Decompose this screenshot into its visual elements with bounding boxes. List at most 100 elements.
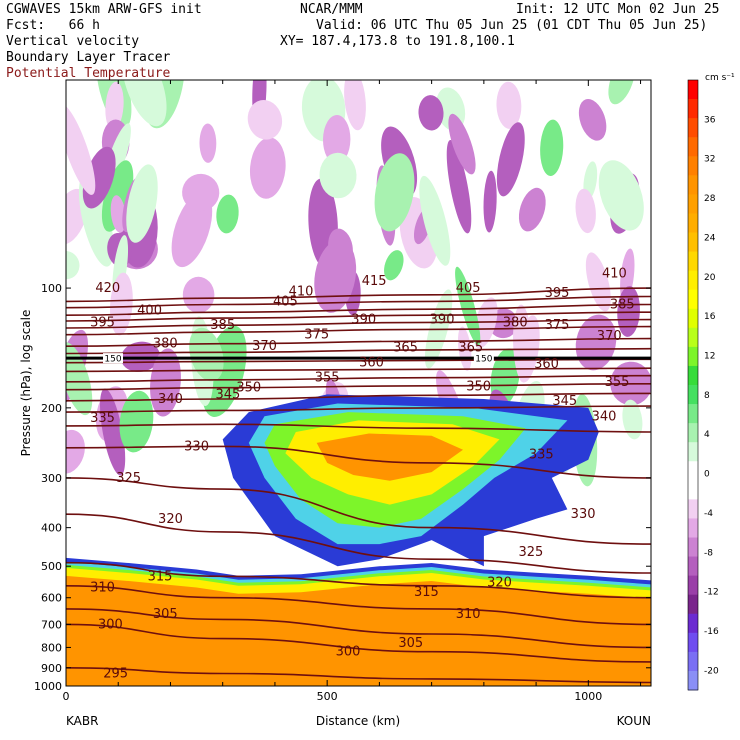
colorbar-tick-label: -16 xyxy=(704,627,719,637)
plot-frame xyxy=(65,79,652,687)
colorbar-tick-label: 4 xyxy=(704,430,710,440)
theta-contour-340 xyxy=(66,405,651,413)
theta-label: 390 xyxy=(351,313,376,328)
theta-contour-300 xyxy=(66,623,651,663)
init-time: Init: 12 UTC Mon 02 Jun 25 xyxy=(516,2,720,17)
colorbar-tick-label: -12 xyxy=(704,588,719,598)
theta-contour-385 xyxy=(66,325,651,336)
wave-blob xyxy=(575,314,617,371)
x-tick-label: 500 xyxy=(317,690,338,703)
colorbar-swatch xyxy=(688,327,698,348)
theta-label: 305 xyxy=(398,636,423,651)
colorbar-swatch xyxy=(688,137,698,157)
wave-blob xyxy=(446,139,472,234)
colorbar-swatch xyxy=(688,251,698,272)
theta-label: 340 xyxy=(158,392,183,407)
theta-label: 370 xyxy=(252,339,277,354)
theta-contour-360 xyxy=(66,367,651,373)
theta-label: 375 xyxy=(304,328,329,343)
colorbar-tick-label: 32 xyxy=(704,155,715,165)
theta-label: 300 xyxy=(98,617,123,632)
wave-blob xyxy=(126,164,158,243)
y-tick-label: 200 xyxy=(41,402,62,415)
theta-label: 335 xyxy=(90,411,115,426)
colorbar-swatch xyxy=(688,308,698,329)
theta-label: 380 xyxy=(153,337,178,352)
colorbar-unit: cm s⁻¹ xyxy=(705,73,735,83)
colorbar-swatch xyxy=(688,270,698,291)
theta-label: 300 xyxy=(336,645,361,660)
y-tick-label: 900 xyxy=(41,662,62,675)
theta-contour-390 xyxy=(66,318,651,329)
theta-label: 420 xyxy=(95,281,120,296)
theta-contour-325 xyxy=(66,477,651,545)
theta-label: 365 xyxy=(393,340,418,355)
y-tick-label: 800 xyxy=(41,641,62,654)
theta-label: 380 xyxy=(503,315,528,330)
wave-blob xyxy=(121,80,167,127)
colorbar-tick-label: 24 xyxy=(704,233,716,243)
outflow-region-orange xyxy=(316,433,463,481)
theta-label: 350 xyxy=(236,381,261,396)
theta-contour-330 xyxy=(66,445,651,479)
wave-blob xyxy=(455,266,481,346)
theta-label: 350 xyxy=(466,380,491,395)
theta-label: 345 xyxy=(216,387,241,402)
theta-label: 370 xyxy=(597,329,622,344)
colorbar-swatch xyxy=(688,423,698,443)
colorbar-swatch xyxy=(688,232,698,253)
colorbar-swatch xyxy=(688,213,698,233)
wave-blob xyxy=(384,250,404,281)
wave-blob xyxy=(540,119,564,176)
colorbar-swatch xyxy=(688,461,698,481)
y-tick-label: 1000 xyxy=(34,680,62,693)
wave-blob xyxy=(344,80,366,131)
colorbar-swatch xyxy=(688,194,698,214)
x-tick-label: 0 xyxy=(63,690,70,703)
wave-blob xyxy=(249,137,286,199)
theta-label: 395 xyxy=(545,286,570,301)
theta-label: 325 xyxy=(116,471,141,486)
y-axis-title: Pressure (hPa), log scale xyxy=(19,310,33,457)
theta-label: 395 xyxy=(90,315,115,330)
colorbar-tick-label: 12 xyxy=(704,352,715,362)
wave-blob xyxy=(66,342,93,416)
colorbar-swatch xyxy=(688,670,698,691)
colorbar-swatch xyxy=(688,365,698,386)
theta-contour-295 xyxy=(66,667,651,684)
wave-blob xyxy=(448,113,476,175)
wave-blob xyxy=(575,188,596,234)
field-vertical-velocity: Vertical velocity xyxy=(6,34,140,49)
colorbar-swatch xyxy=(688,613,698,634)
colorbar-swatch xyxy=(688,518,698,538)
x-axis-title: Distance (km) xyxy=(316,714,400,728)
theta-label: 315 xyxy=(148,569,173,584)
y-tick-label: 100 xyxy=(41,282,62,295)
colorbar-swatch xyxy=(688,651,698,672)
tropopause-label-right: 150 xyxy=(475,355,492,365)
wave-blob xyxy=(418,95,444,131)
left-endpoint-label: KABR xyxy=(66,714,98,728)
wave-blob xyxy=(119,390,154,453)
theta-label: 320 xyxy=(158,512,183,527)
theta-label: 385 xyxy=(210,318,235,333)
organization-label: NCAR/MMM xyxy=(300,2,363,17)
colorbar-tick-label: 28 xyxy=(704,194,716,204)
theta-contour-410 xyxy=(66,295,651,309)
theta-label: 390 xyxy=(430,313,455,328)
colorbar-tick-label: 8 xyxy=(704,391,710,401)
theta-label: 405 xyxy=(273,294,298,309)
wave-blob xyxy=(199,123,217,163)
y-tick-label: 500 xyxy=(41,560,62,573)
wave-blob xyxy=(110,195,126,233)
wave-blob xyxy=(182,173,220,212)
tropopause-label-bg xyxy=(103,353,124,364)
colorbar-tick-label: -20 xyxy=(704,666,719,676)
wave-blob xyxy=(66,188,88,245)
y-tick-label: 600 xyxy=(41,592,62,605)
theta-contour-335 xyxy=(66,423,651,433)
colorbar-swatch xyxy=(688,156,698,176)
wave-blob xyxy=(216,194,239,234)
colorbar-tick-label: -8 xyxy=(704,548,713,558)
theta-contour-420 xyxy=(66,287,651,303)
